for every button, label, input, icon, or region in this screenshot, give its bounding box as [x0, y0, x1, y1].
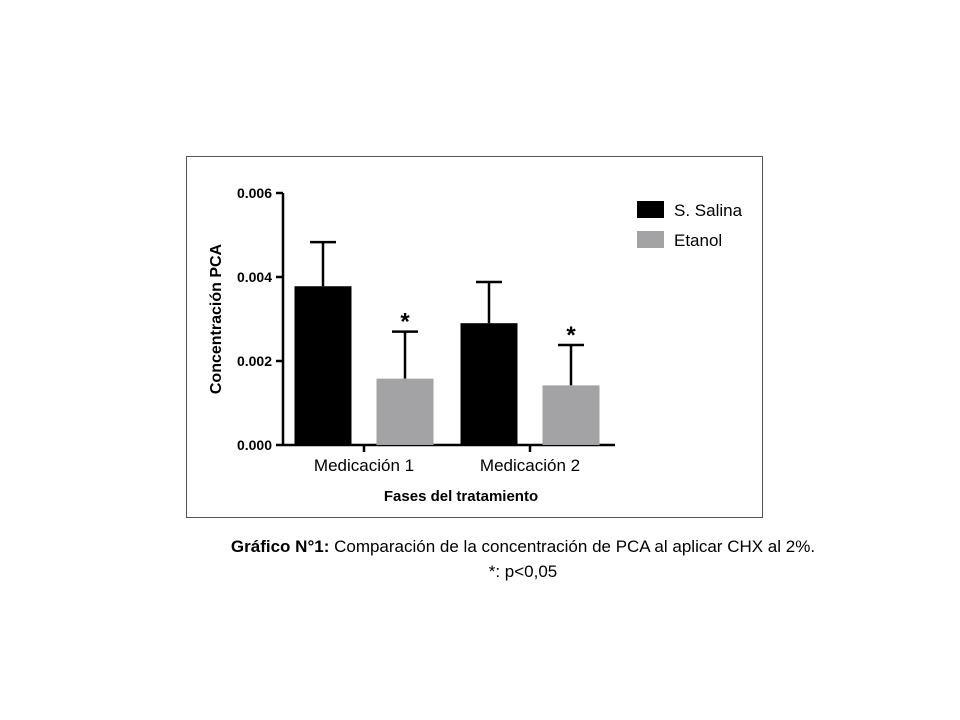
caption-text: Comparación de la concentración de PCA a…: [329, 537, 816, 556]
x-axis-label: Fases del tratamiento: [384, 488, 538, 505]
y-tick-label: 0.002: [237, 353, 272, 369]
significance-marker: *: [566, 322, 576, 349]
legend-label: Etanol: [674, 231, 722, 250]
bar: [294, 286, 352, 445]
bar-chart: 0.000 0.002 0.004 0.006 Concentración PCA Med…: [208, 185, 743, 505]
legend-swatch: [637, 201, 664, 218]
bar: [376, 378, 434, 445]
figure-caption: Gráfico N°1: Comparación de la concentra…: [0, 537, 960, 557]
y-tick-label: 0.004: [237, 269, 272, 285]
y-axis-label: Concentración PCA: [208, 243, 225, 394]
significance-note: *: p<0,05: [488, 562, 558, 581]
legend-swatch: [637, 231, 664, 248]
x-tick-label: Medicación 2: [480, 456, 580, 475]
x-tick-label: Medicación 1: [314, 456, 414, 475]
y-tick-label: 0.000: [237, 437, 272, 453]
bar: [542, 385, 600, 445]
caption-label: Gráfico N°1:: [230, 537, 330, 556]
y-tick-label: 0.006: [237, 185, 272, 201]
legend-label: S. Salina: [674, 201, 743, 220]
bar: [460, 323, 518, 445]
chart-frame: 0.000 0.002 0.004 0.006 Concentración PCA Med…: [186, 156, 763, 518]
significance-marker: *: [400, 309, 410, 336]
